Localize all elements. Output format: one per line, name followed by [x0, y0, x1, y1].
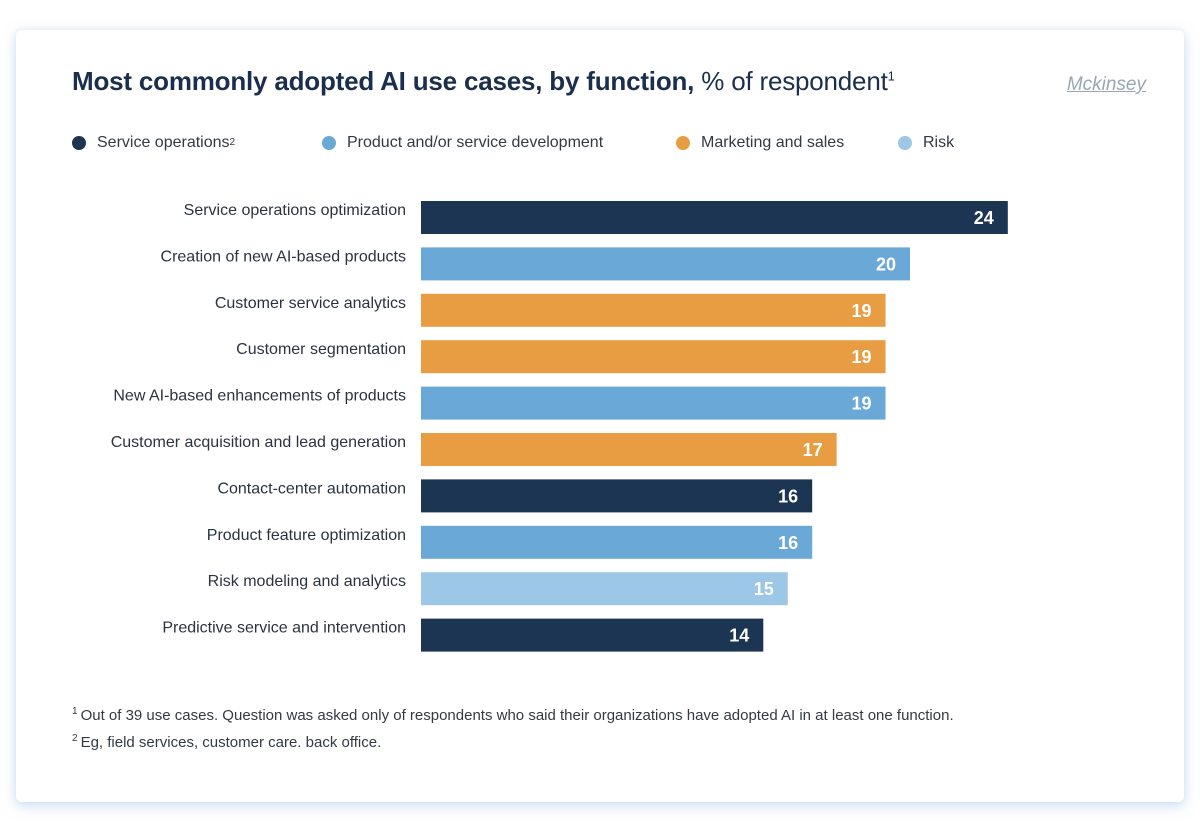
bar-value-label: 19	[852, 301, 872, 321]
legend-item-service-operations: Service operations 2	[72, 134, 235, 152]
bar-value-label: 17	[803, 440, 823, 460]
bar-value-label: 14	[729, 626, 749, 646]
legend-label-marketing-sales: Marketing and sales	[701, 134, 845, 151]
footnote-2-marker: 2	[72, 733, 78, 744]
bar	[421, 340, 886, 374]
title-unit-part: % of respondent	[701, 66, 888, 96]
legend-item-product-development: Product and/or service development	[322, 134, 603, 152]
category-label: Customer segmentation	[236, 341, 406, 358]
chart-legend: Service operations 2 Product and/or servi…	[72, 134, 1072, 158]
bar	[421, 247, 910, 281]
footnote-2-text: Eg, field services, customer care. back …	[80, 734, 382, 751]
bar-value-label: 19	[852, 394, 872, 414]
bar	[421, 572, 788, 606]
bar-value-label: 19	[852, 347, 872, 367]
category-label: Contact-center automation	[217, 480, 406, 497]
footnote-1-marker: 1	[72, 706, 78, 717]
legend-label-product-development: Product and/or service development	[347, 134, 604, 151]
bar	[421, 201, 1008, 234]
brand-link[interactable]: Mckinsey	[1066, 74, 1146, 95]
legend-swatch-marketing-sales	[676, 136, 690, 150]
footnote-1: 1 Out of 39 use cases. Question was asked…	[72, 702, 954, 729]
footnotes: 1 Out of 39 use cases. Question was asked…	[72, 702, 954, 756]
bar	[421, 618, 764, 652]
title-bold-part: Most commonly adopted AI use cases, by f…	[72, 66, 695, 96]
bar	[421, 525, 813, 559]
bar-value-label: 16	[778, 533, 798, 553]
legend-label-risk: Risk	[923, 134, 955, 151]
bar	[421, 386, 886, 420]
footnote-2: 2 Eg, field services, customer care. back…	[72, 729, 954, 756]
category-label: Risk modeling and analytics	[208, 573, 406, 590]
category-label: New AI-based enhancements of products	[113, 388, 406, 405]
bar	[421, 479, 813, 513]
bar-value-label: 20	[876, 254, 896, 274]
legend-swatch-product-development	[322, 136, 336, 150]
legend-swatch-service-operations	[72, 136, 86, 150]
bar	[421, 293, 886, 327]
chart-card: Most commonly adopted AI use cases, by f…	[16, 30, 1184, 802]
category-label: Customer acquisition and lead generation	[111, 434, 406, 451]
bar-value-label: 16	[778, 486, 798, 506]
category-label: Predictive service and intervention	[162, 620, 406, 637]
chart-title: Most commonly adopted AI use cases, by f…	[72, 66, 895, 97]
bar-chart: Service operations optimization 24 Creatio…	[111, 201, 1008, 652]
category-label: Service operations optimization	[184, 202, 406, 219]
legend-item-marketing-sales: Marketing and sales	[676, 134, 844, 152]
legend-item-risk: Risk	[898, 134, 954, 152]
bar-value-label: 15	[754, 579, 774, 599]
category-label: Creation of new AI-based products	[161, 248, 406, 265]
category-label: Product feature optimization	[207, 527, 406, 544]
bar-value-label: 24	[974, 208, 994, 228]
category-label: Customer service analytics	[215, 295, 406, 312]
bar	[421, 433, 837, 466]
legend-label-service-operations: Service operations	[97, 134, 230, 151]
legend-swatch-risk	[898, 136, 912, 150]
title-footnote-marker: 1	[887, 68, 895, 84]
footnote-1-text: Out of 39 use cases. Question was asked …	[80, 707, 954, 724]
